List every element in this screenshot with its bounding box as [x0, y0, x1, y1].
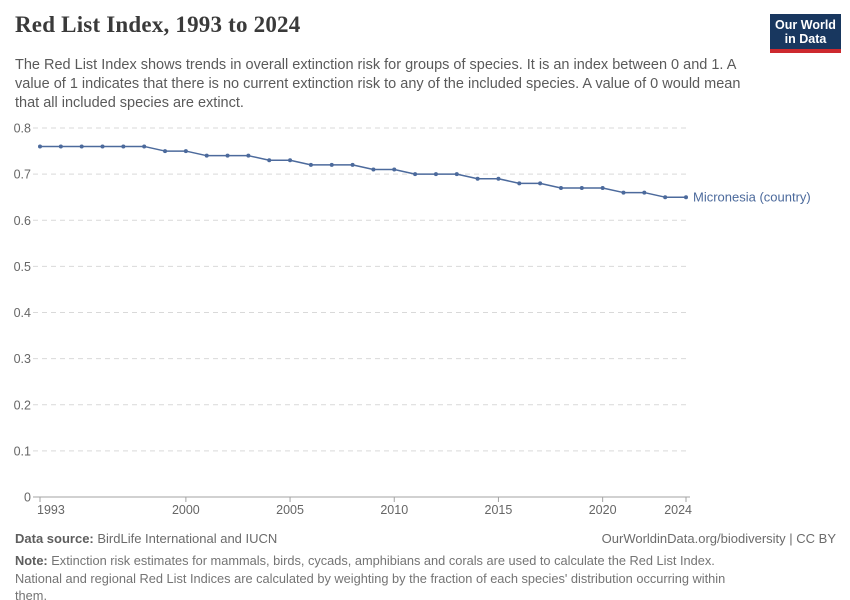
x-axis-label: 2005 [276, 503, 304, 517]
data-point [558, 185, 563, 190]
data-point [183, 149, 188, 154]
x-axis-label: 1993 [37, 503, 65, 517]
data-point [517, 181, 522, 186]
x-axis-label: 2024 [664, 503, 692, 517]
note-label: Note: [15, 553, 48, 568]
y-axis-label: 0.2 [14, 398, 31, 412]
y-axis-label: 0.5 [14, 260, 31, 274]
data-point [350, 162, 355, 167]
data-point [600, 185, 605, 190]
y-axis-label: 0.8 [14, 122, 31, 136]
x-axis-label: 2000 [172, 503, 200, 517]
data-point [684, 195, 688, 200]
data-point [79, 144, 84, 149]
data-point [100, 144, 105, 149]
data-point [621, 190, 626, 195]
data-point [371, 167, 376, 172]
data-series-line [40, 145, 686, 198]
data-source-text: BirdLife International and IUCN [93, 531, 278, 546]
owid-logo-line1: Our World [775, 18, 836, 32]
data-point [433, 172, 438, 177]
series-label[interactable]: Micronesia (country) [693, 190, 811, 205]
data-point [538, 181, 543, 186]
data-point [204, 153, 209, 158]
x-axis-label: 2015 [485, 503, 513, 517]
data-point [308, 162, 313, 167]
owid-logo[interactable]: Our World in Data [770, 14, 841, 53]
y-axis-label: 0.4 [14, 306, 31, 320]
data-point [329, 162, 334, 167]
data-point [38, 144, 42, 149]
y-axis-label: 0.6 [14, 214, 31, 228]
note-text: Extinction risk estimates for mammals, b… [15, 553, 726, 600]
data-point [496, 176, 501, 181]
chart-note: Note: Extinction risk estimates for mamm… [15, 552, 760, 600]
y-axis-label: 0.3 [14, 352, 31, 366]
owid-logo-line2: in Data [784, 32, 827, 46]
data-point [225, 153, 230, 158]
data-point [246, 153, 251, 158]
data-point [579, 185, 584, 190]
data-point [267, 158, 272, 163]
data-point [642, 190, 647, 195]
chart-subtitle: The Red List Index shows trends in overa… [15, 57, 741, 111]
license-link[interactable]: OurWorldinData.org/biodiversity | CC BY [601, 531, 836, 546]
line-chart: 0 0.1 0.2 0.3 0.4 0.5 0.6 0.7 0.8 1993 2000 2005 201… [14, 122, 811, 518]
page-title: Red List Index, 1993 to 2024 [15, 12, 301, 37]
y-axis-label: 0 [24, 491, 31, 505]
data-point [142, 144, 147, 149]
data-source: Data source: BirdLife International and … [15, 531, 277, 546]
y-axis-label: 0.7 [14, 168, 31, 182]
data-point [454, 172, 459, 177]
data-point [413, 172, 418, 177]
data-point [121, 144, 126, 149]
footer-source-row: Data source: BirdLife International and … [15, 531, 836, 546]
data-point [392, 167, 397, 172]
data-point [663, 195, 668, 200]
data-point [163, 149, 168, 154]
x-axis-label: 2020 [589, 503, 617, 517]
data-point [58, 144, 63, 149]
data-point [475, 176, 480, 181]
x-axis-label: 2010 [380, 503, 408, 517]
data-point [288, 158, 293, 163]
data-source-label: Data source: [15, 531, 94, 546]
y-axis-label: 0.1 [14, 444, 31, 458]
